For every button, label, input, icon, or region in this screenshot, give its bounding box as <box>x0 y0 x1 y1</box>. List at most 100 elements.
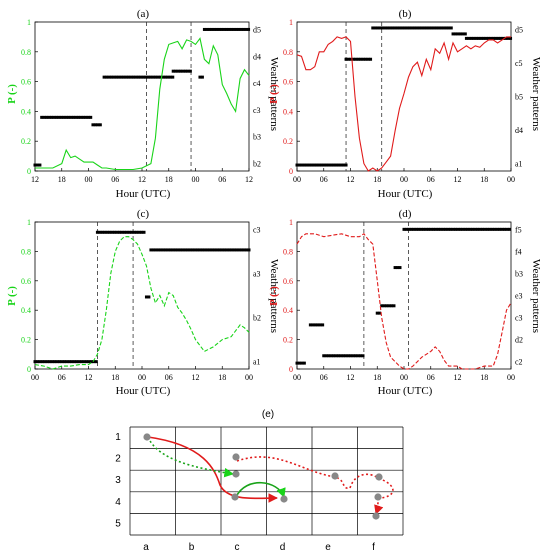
grid-column-label: f <box>372 542 375 550</box>
weather-pattern-marker <box>105 230 109 234</box>
weather-pattern-marker <box>245 248 249 252</box>
weather-pattern-marker <box>359 57 363 61</box>
weather-pattern-marker <box>100 230 104 234</box>
transition-grid-panel: (e) 1 2 3 4 5 a b c d e f <box>115 409 404 550</box>
weather-pattern-marker <box>105 75 109 79</box>
grid-column-label: a <box>143 542 149 550</box>
weather-pattern-marker <box>329 163 333 167</box>
weather-pattern-marker <box>57 115 61 119</box>
x-tick-label: 00 <box>85 175 93 184</box>
weather-pattern-marker <box>313 323 317 327</box>
weather-pattern-marker <box>295 163 299 167</box>
weather-pattern-marker <box>479 36 483 40</box>
y-tick-label: 0.4 <box>283 107 293 116</box>
weather-pattern-marker <box>412 26 416 30</box>
weather-pattern-marker <box>400 26 404 30</box>
weather-pattern-marker <box>227 248 231 252</box>
weather-pattern-marker <box>132 75 136 79</box>
weather-pattern-marker <box>398 266 402 270</box>
weather-pattern-marker <box>464 36 468 40</box>
probability-line <box>296 36 511 172</box>
weather-pattern-tick-label: c3 <box>515 314 523 323</box>
weather-pattern-marker <box>482 36 486 40</box>
weather-pattern-marker <box>361 57 365 61</box>
weather-pattern-marker <box>67 360 71 364</box>
x-axis-label: Hour (UTC) <box>378 385 433 397</box>
weather-pattern-marker <box>344 163 348 167</box>
weather-pattern-marker <box>496 36 500 40</box>
weather-pattern-marker <box>424 227 428 231</box>
weather-pattern-marker <box>213 248 217 252</box>
weather-pattern-marker <box>458 32 462 36</box>
weather-pattern-marker <box>467 36 471 40</box>
weather-pattern-marker <box>163 75 167 79</box>
probability-line <box>296 233 512 370</box>
plot-frame <box>34 21 250 172</box>
weather-pattern-tick-label: f4 <box>515 247 522 256</box>
weather-pattern-marker <box>463 227 467 231</box>
weather-pattern-marker <box>332 163 336 167</box>
weather-pattern-marker <box>244 27 248 31</box>
x-tick-label: 12 <box>85 373 93 382</box>
x-tick-label: 18 <box>480 373 488 382</box>
weather-pattern-marker <box>317 163 321 167</box>
weather-pattern-tick-label: d5 <box>515 25 523 34</box>
weather-pattern-marker <box>102 75 106 79</box>
plot-frame <box>296 221 512 370</box>
weather-pattern-marker <box>235 248 239 252</box>
weather-pattern-marker <box>215 27 219 31</box>
weather-pattern-marker <box>179 69 183 73</box>
y-tick-label: 0.6 <box>283 78 293 87</box>
weather-pattern-marker <box>234 27 238 31</box>
weather-pattern-marker <box>302 163 306 167</box>
weather-pattern-marker <box>378 311 382 315</box>
weather-pattern-marker <box>89 115 93 119</box>
weather-pattern-marker <box>154 75 158 79</box>
y-tick-label: 0.4 <box>283 306 293 315</box>
weather-pattern-marker <box>318 323 322 327</box>
weather-pattern-marker <box>65 360 69 364</box>
weather-pattern-marker <box>161 248 165 252</box>
weather-pattern-marker <box>124 75 128 79</box>
weather-pattern-marker <box>381 26 385 30</box>
grid-row-label: 5 <box>115 518 121 529</box>
weather-pattern-marker <box>247 248 251 252</box>
weather-pattern-marker <box>134 75 138 79</box>
weather-pattern-marker <box>151 248 155 252</box>
weather-pattern-marker <box>430 26 434 30</box>
panel-label: (c) <box>137 208 150 220</box>
weather-pattern-marker <box>473 227 477 231</box>
weather-pattern-marker <box>193 248 197 252</box>
y-tick-label: 1 <box>27 18 31 27</box>
weather-pattern-marker <box>334 354 338 358</box>
weather-pattern-marker <box>112 75 116 79</box>
weather-pattern-marker <box>504 36 508 40</box>
weather-pattern-marker <box>58 360 62 364</box>
weather-pattern-marker <box>210 248 214 252</box>
weather-pattern-marker <box>149 75 153 79</box>
weather-pattern-marker <box>334 163 338 167</box>
weather-pattern-marker <box>38 360 42 364</box>
x-tick-label: 12 <box>347 175 355 184</box>
weather-pattern-marker <box>176 248 180 252</box>
weather-pattern-marker <box>103 230 107 234</box>
weather-pattern-marker <box>307 163 311 167</box>
weather-pattern-marker <box>87 360 91 364</box>
y2-axis-label: Weather patterns <box>268 259 280 333</box>
probability-line <box>35 37 250 171</box>
weather-pattern-marker <box>449 227 453 231</box>
grid-lines <box>129 426 404 536</box>
weather-pattern-marker <box>242 27 246 31</box>
x-tick-label: 06 <box>427 175 435 184</box>
weather-pattern-tick-label: a1 <box>253 358 261 367</box>
weather-pattern-marker <box>485 227 489 231</box>
weather-pattern-marker <box>81 115 85 119</box>
weather-pattern-marker <box>196 248 200 252</box>
weather-pattern-marker <box>364 57 368 61</box>
weather-pattern-marker <box>483 227 487 231</box>
weather-pattern-marker <box>35 360 39 364</box>
weather-pattern-marker <box>161 75 165 79</box>
transition-paths <box>147 436 394 515</box>
x-tick-label: 12 <box>454 373 462 382</box>
node-4d <box>280 495 288 503</box>
